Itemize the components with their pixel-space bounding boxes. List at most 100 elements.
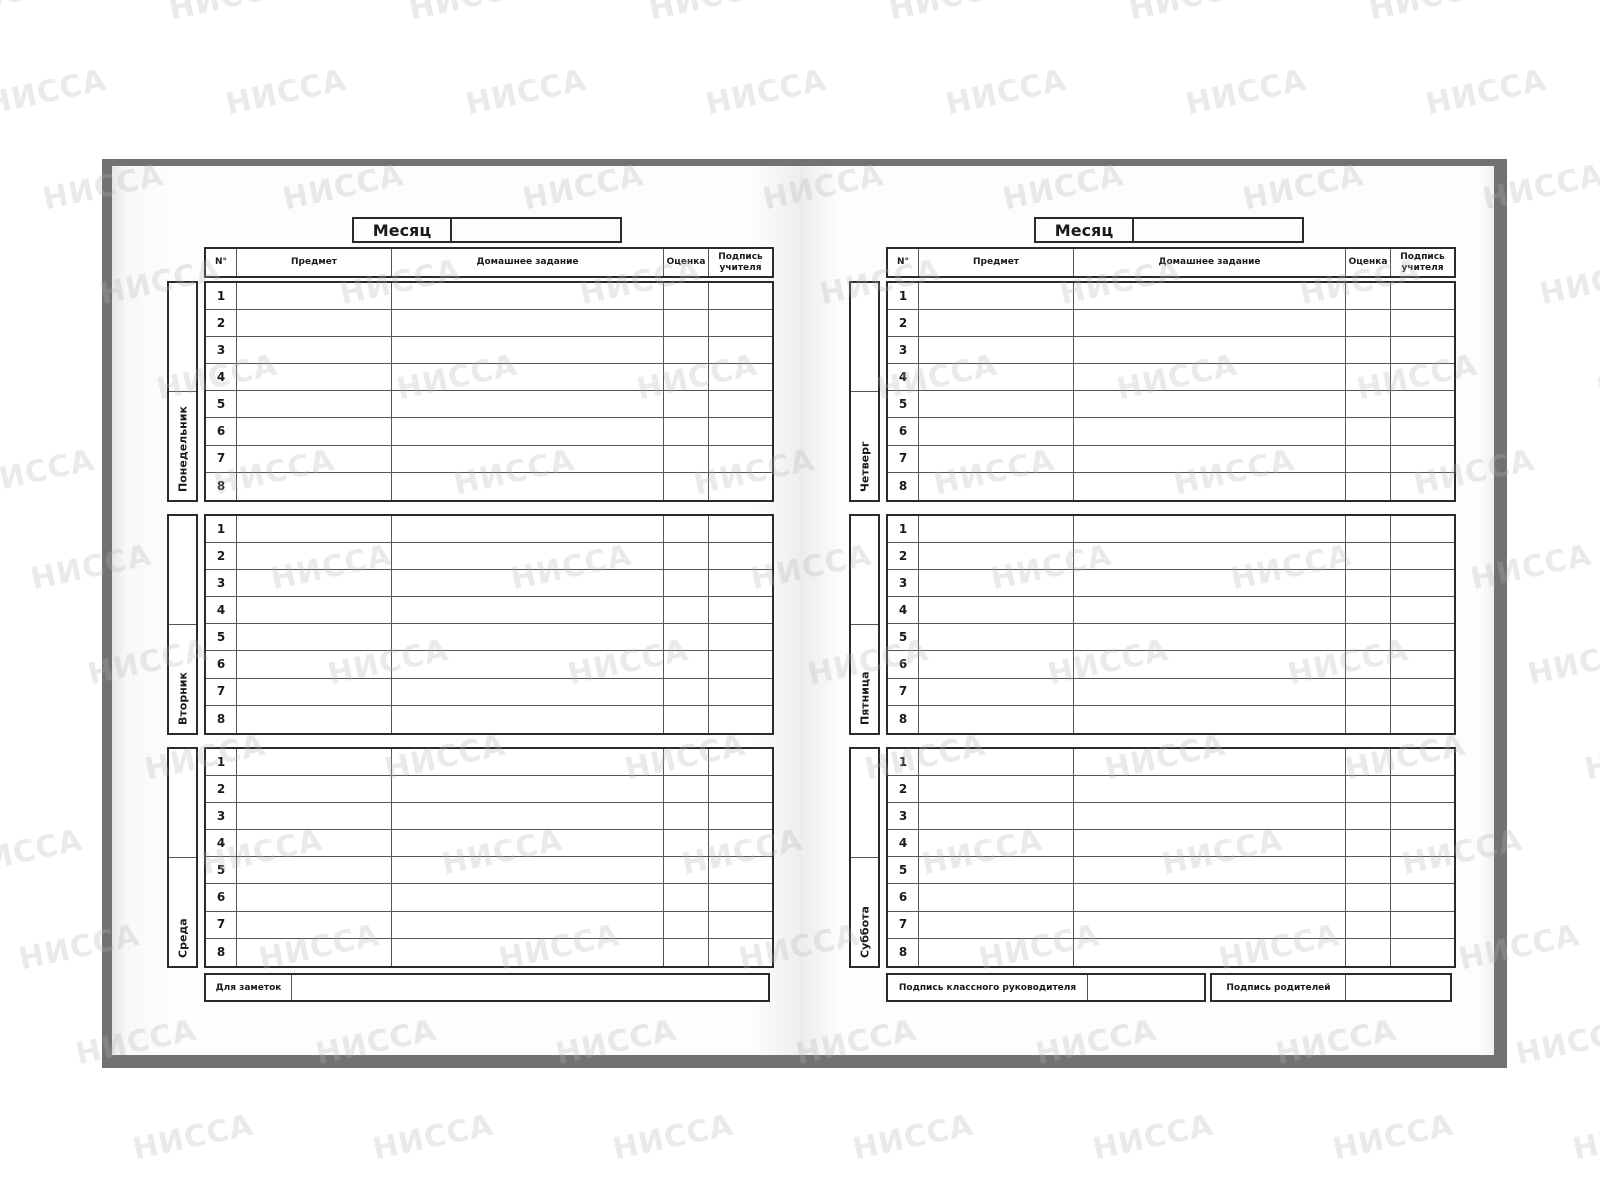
cell-signature[interactable] [709,570,772,596]
cell-grade[interactable] [664,678,709,705]
cell-signature[interactable] [1391,939,1454,966]
cell-grade[interactable] [1346,705,1391,733]
cell-signature[interactable] [709,418,772,444]
cell-signature[interactable] [709,283,772,309]
cell-signature[interactable] [709,337,772,363]
cell-subject[interactable] [919,776,1074,803]
cell-subject[interactable] [237,624,392,651]
cell-signature[interactable] [709,749,772,775]
cell-subject[interactable] [919,364,1074,391]
cell-grade[interactable] [1346,570,1391,597]
cell-grade[interactable] [1346,445,1391,472]
cell-signature[interactable] [1391,884,1454,910]
cell-subject[interactable] [237,884,392,911]
cell-subject[interactable] [919,911,1074,938]
cell-grade[interactable] [664,651,709,678]
cell-subject[interactable] [237,364,392,391]
cell-subject[interactable] [237,310,392,337]
cell-homework[interactable] [1074,830,1346,857]
cell-signature[interactable] [709,310,772,336]
cell-grade[interactable] [1346,749,1391,776]
cell-grade[interactable] [664,391,709,418]
cell-grade[interactable] [1346,337,1391,364]
cell-homework[interactable] [392,310,664,337]
cell-signature[interactable] [709,597,772,623]
cell-homework[interactable] [1074,776,1346,803]
cell-homework[interactable] [1074,445,1346,472]
cell-homework[interactable] [392,337,664,364]
cell-homework[interactable] [392,597,664,624]
cell-grade[interactable] [1346,776,1391,803]
cell-signature[interactable] [1391,283,1454,309]
cell-subject[interactable] [237,857,392,884]
cell-signature[interactable] [709,364,772,390]
cell-subject[interactable] [237,445,392,472]
cell-grade[interactable] [1346,472,1391,500]
cell-signature[interactable] [1391,857,1454,883]
cell-grade[interactable] [1346,857,1391,884]
cell-grade[interactable] [1346,543,1391,570]
cell-homework[interactable] [392,624,664,651]
cell-signature[interactable] [709,624,772,650]
cell-signature[interactable] [709,543,772,569]
cell-homework[interactable] [1074,570,1346,597]
cell-homework[interactable] [1074,337,1346,364]
cell-grade[interactable] [1346,283,1391,310]
cell-signature[interactable] [709,830,772,856]
cell-subject[interactable] [919,597,1074,624]
cell-signature[interactable] [1391,624,1454,650]
cell-grade[interactable] [1346,678,1391,705]
cell-subject[interactable] [237,749,392,776]
cell-subject[interactable] [919,624,1074,651]
cell-homework[interactable] [1074,391,1346,418]
cell-signature[interactable] [1391,776,1454,802]
cell-signature[interactable] [1391,391,1454,417]
cell-signature[interactable] [1391,310,1454,336]
cell-homework[interactable] [1074,418,1346,445]
cell-homework[interactable] [392,418,664,445]
cell-homework[interactable] [1074,803,1346,830]
cell-grade[interactable] [664,337,709,364]
cell-grade[interactable] [1346,516,1391,543]
cell-subject[interactable] [919,678,1074,705]
cell-grade[interactable] [664,570,709,597]
cell-homework[interactable] [1074,624,1346,651]
cell-homework[interactable] [1074,678,1346,705]
cell-homework[interactable] [1074,543,1346,570]
cell-homework[interactable] [392,884,664,911]
cell-signature[interactable] [1391,543,1454,569]
cell-grade[interactable] [1346,911,1391,938]
cell-subject[interactable] [919,418,1074,445]
cell-subject[interactable] [919,570,1074,597]
cell-signature[interactable] [1391,912,1454,938]
cell-subject[interactable] [237,391,392,418]
cell-signature[interactable] [709,939,772,966]
cell-subject[interactable] [919,884,1074,911]
cell-subject[interactable] [919,337,1074,364]
cell-homework[interactable] [1074,364,1346,391]
cell-subject[interactable] [919,830,1074,857]
cell-homework[interactable] [392,776,664,803]
cell-signature[interactable] [709,884,772,910]
cell-signature[interactable] [709,776,772,802]
month-field[interactable]: Месяц [352,217,622,243]
cell-homework[interactable] [1074,705,1346,733]
cell-grade[interactable] [664,472,709,500]
cell-signature[interactable] [1391,516,1454,542]
cell-subject[interactable] [919,749,1074,776]
cell-grade[interactable] [1346,803,1391,830]
cell-homework[interactable] [392,516,664,543]
cell-subject[interactable] [919,445,1074,472]
cell-signature[interactable] [709,679,772,705]
cell-subject[interactable] [919,803,1074,830]
cell-subject[interactable] [919,705,1074,733]
cell-signature[interactable] [1391,651,1454,677]
cell-subject[interactable] [237,830,392,857]
cell-homework[interactable] [1074,516,1346,543]
cell-signature[interactable] [709,706,772,733]
cell-homework[interactable] [392,830,664,857]
cell-homework[interactable] [392,651,664,678]
cell-homework[interactable] [1074,310,1346,337]
cell-signature[interactable] [709,391,772,417]
month-field[interactable]: Месяц [1034,217,1304,243]
